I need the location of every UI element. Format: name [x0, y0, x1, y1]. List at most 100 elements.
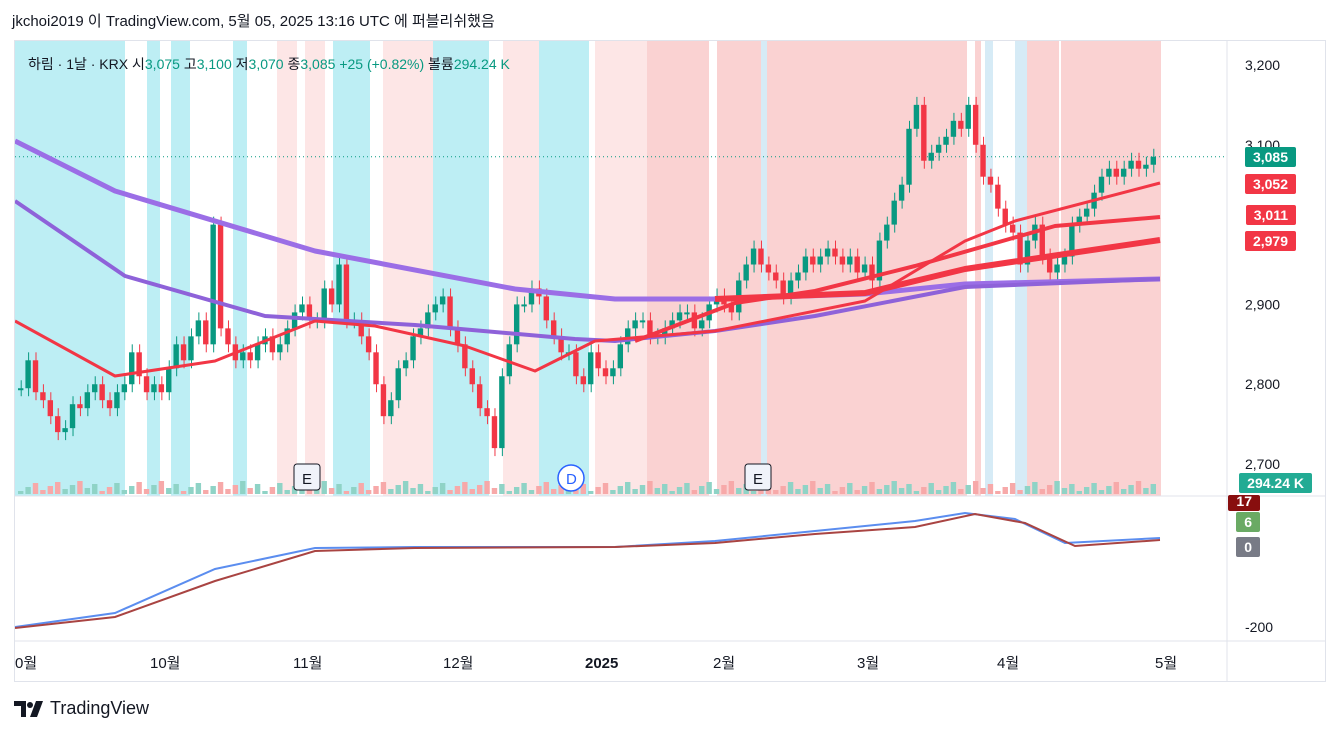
tradingview-brand: TradingView: [50, 698, 150, 718]
volume-bar: [77, 481, 83, 494]
volume-bar: [1098, 490, 1105, 494]
candle-body: [550, 320, 557, 337]
candle-body: [750, 248, 757, 265]
time-tick-label: 4월: [997, 655, 1019, 672]
candle-body: [1120, 168, 1127, 177]
background-band: [171, 41, 190, 496]
candle-body: [676, 312, 683, 321]
volume-bar: [469, 489, 475, 494]
volume-bar: [254, 484, 261, 494]
time-tick-label: 3월: [857, 655, 879, 672]
volume-bar: [1017, 490, 1023, 494]
candle-body: [765, 264, 772, 273]
candle-body: [906, 128, 912, 185]
candle-body: [839, 256, 846, 265]
close-label: 종: [287, 56, 301, 72]
candle-body: [336, 264, 342, 305]
candle-body: [121, 384, 128, 393]
volume-bar: [358, 483, 364, 494]
candle-body: [151, 384, 157, 393]
volume-bar: [906, 484, 912, 494]
candle-body: [92, 384, 98, 393]
candle-body: [1046, 256, 1053, 273]
ma-purple-long: [15, 138, 1161, 302]
volume-value: 294.24 K: [453, 56, 510, 72]
candle-body: [1017, 232, 1023, 265]
price-tag-ma-short: 3,052: [1244, 174, 1296, 194]
price-tick-label: 3,200: [1245, 57, 1280, 73]
price-tick-label: 2,800: [1245, 376, 1280, 392]
volume-bar: [595, 487, 601, 494]
price-chart[interactable]: 3,200 3,100 2,900 2,800 2,700 -200 0월 10월 11월 12월…: [15, 41, 1325, 681]
price-tag-ma-long: 2,979: [1244, 231, 1296, 251]
candle-body: [447, 296, 453, 329]
volume-bar: [780, 486, 786, 494]
candle-body: [166, 368, 172, 393]
candle-body: [432, 304, 438, 313]
candle-body: [824, 248, 831, 257]
candle-body: [1150, 156, 1156, 165]
event-marker-label: E: [302, 471, 312, 488]
volume-bar: [684, 483, 690, 494]
volume-bar: [869, 482, 875, 494]
candle-body: [277, 344, 283, 353]
close-value: 3,085: [300, 56, 336, 72]
candle-body: [995, 184, 1001, 209]
volume-bar: [632, 489, 638, 494]
background-band: [761, 41, 767, 496]
candle-body: [410, 336, 416, 361]
time-tick-label: 12월: [443, 655, 474, 672]
candle-body: [158, 384, 165, 393]
candle-body: [1128, 160, 1134, 169]
candle-body: [425, 312, 431, 329]
volume-bar: [121, 490, 128, 494]
volume-bar: [343, 491, 350, 494]
candle-body: [876, 240, 883, 281]
volume-bar: [240, 481, 246, 494]
volume-bar: [410, 488, 416, 494]
volume-bar: [662, 484, 668, 494]
ma-long-line: [714, 237, 1161, 302]
candle-body: [543, 296, 549, 321]
candle-body: [810, 256, 816, 265]
candle-body: [69, 404, 76, 429]
candle-body: [617, 344, 624, 369]
high-value: 3,100: [196, 56, 232, 72]
background-band: [647, 41, 709, 496]
volume-bar: [987, 484, 994, 494]
candle-body: [180, 344, 187, 361]
candle-body: [476, 384, 483, 409]
volume-bar: [306, 489, 313, 494]
candle-body: [1061, 256, 1068, 265]
volume-bar: [1076, 491, 1082, 494]
volume-bar: [106, 487, 113, 494]
volume-bar: [580, 484, 586, 494]
volume-bar: [1143, 488, 1149, 494]
volume-bar: [965, 485, 971, 494]
event-marker: [557, 464, 585, 492]
candle-body: [817, 256, 823, 265]
candle-body: [1083, 208, 1090, 217]
volume-bar: [824, 484, 831, 494]
candle-body: [343, 264, 350, 321]
volume-bar: [321, 481, 327, 494]
candle-body: [462, 344, 468, 369]
volume-bar: [232, 485, 239, 494]
candle-body: [965, 104, 971, 129]
volume-bar: [876, 489, 883, 494]
candle-body: [602, 368, 609, 377]
chart-frame[interactable]: 3,200 3,100 2,900 2,800 2,700 -200 0월 10월 11월 12월…: [14, 40, 1326, 682]
time-tick-label: 0월: [15, 655, 37, 672]
volume-bar: [802, 485, 809, 494]
volume-bar: [1009, 483, 1016, 494]
volume-bar: [810, 481, 816, 494]
candle-body: [861, 264, 868, 273]
volume-bar: [943, 486, 949, 494]
volume-label: 볼륨: [428, 56, 454, 72]
tradingview-logo[interactable]: TradingView: [14, 698, 149, 719]
background-band: [1061, 41, 1161, 496]
macd-line: [15, 511, 1161, 628]
volume-bar: [958, 489, 964, 494]
price-tick-label: 2,700: [1245, 456, 1280, 472]
volume-bar: [736, 488, 742, 494]
